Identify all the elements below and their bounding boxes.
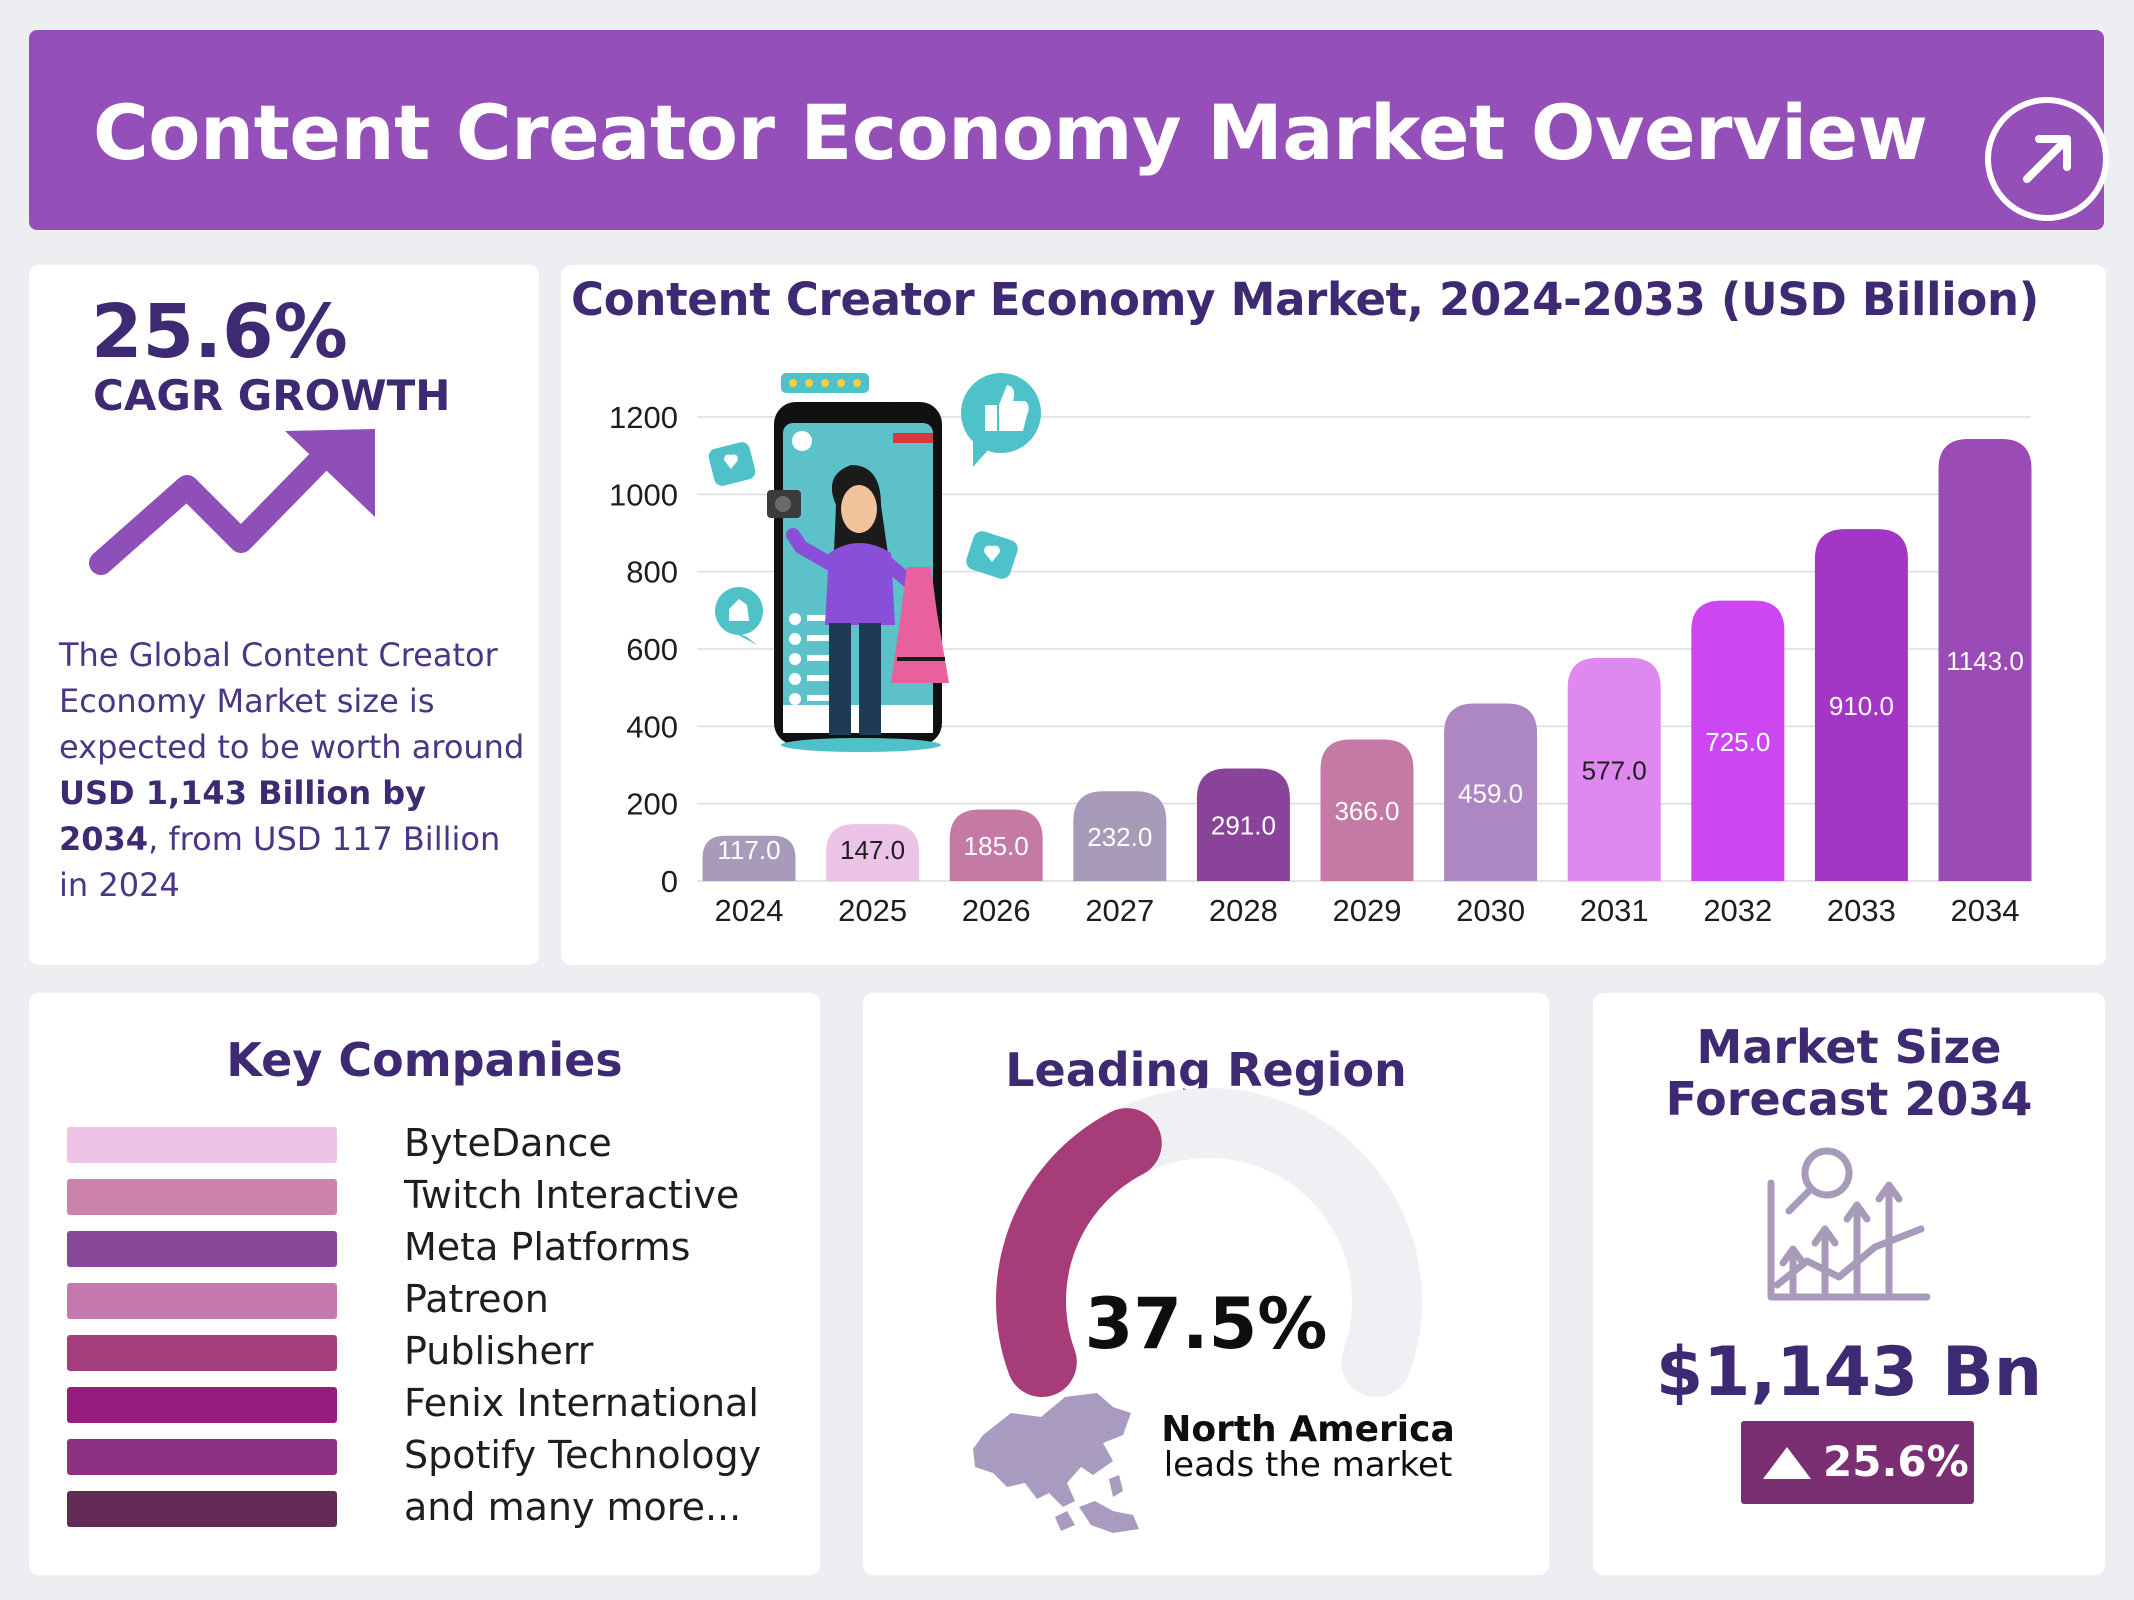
company-color-swatch [67, 1179, 337, 1215]
company-row: Fenix International [67, 1381, 767, 1433]
growth-badge-value: 25.6% [1823, 1437, 1969, 1486]
gauge-fill [996, 1108, 1162, 1398]
bar-value-label: 117.0 [717, 835, 780, 865]
bar-value-label: 725.0 [1705, 727, 1770, 757]
bar-2031 [1567, 657, 1661, 881]
company-color-swatch [67, 1335, 337, 1371]
bar-2026 [949, 809, 1043, 881]
company-name: Spotify Technology [404, 1433, 762, 1477]
company-row: and many more... [67, 1485, 767, 1537]
forecast-value: $1,143 Bn [1655, 1333, 2043, 1412]
x-tick-label: 2031 [1580, 893, 1649, 928]
leading-region-card: Leading Region 37.5% North America leads… [863, 993, 1549, 1575]
cagr-label: CAGR GROWTH [93, 371, 451, 420]
bar-2027 [1073, 791, 1167, 881]
company-row: Spotify Technology [67, 1433, 767, 1485]
bar-value-label: 291.0 [1211, 811, 1276, 841]
header-banner: Content Creator Economy Market Overview [29, 30, 2109, 230]
company-color-swatch [67, 1387, 337, 1423]
company-color-swatch [67, 1439, 337, 1475]
growth-badge: 25.6% [1741, 1421, 1974, 1504]
region-name: North America [1161, 1409, 1455, 1450]
y-tick-label: 800 [626, 555, 678, 590]
company-row: Patreon [67, 1277, 767, 1329]
key-companies-title: Key Companies [226, 1033, 623, 1087]
company-name: Fenix International [404, 1381, 759, 1425]
x-tick-label: 2029 [1333, 893, 1402, 928]
bar-value-label: 185.0 [964, 831, 1029, 861]
bar-value-label: 1143.0 [1946, 646, 2024, 676]
chart-title: Content Creator Economy Market, 2024-203… [571, 273, 2040, 326]
company-color-swatch [67, 1283, 337, 1319]
x-tick-label: 2026 [962, 893, 1031, 928]
cagr-card: 25.6% CAGR GROWTH The Global Content Cre… [29, 265, 539, 965]
bar-value-label: 577.0 [1582, 755, 1647, 785]
y-tick-label: 0 [661, 864, 678, 899]
y-tick-label: 200 [626, 787, 678, 822]
x-tick-label: 2024 [715, 893, 784, 928]
growth-chart-magnifier-icon [1767, 1147, 1931, 1301]
bar-chart: 0 200 400 600 800 1000 1200 117.0 2024 147.0 2025 1… [609, 373, 2032, 928]
y-tick-label: 1200 [609, 400, 678, 435]
bar-2029 [1320, 739, 1414, 881]
company-row: ByteDance [67, 1121, 767, 1173]
company-name: Twitch Interactive [404, 1173, 740, 1217]
x-tick-label: 2034 [1951, 893, 2020, 928]
bar-2025 [826, 824, 920, 881]
cagr-desc-text: The Global Content Creator Economy Marke… [59, 636, 525, 766]
y-tick-label: 400 [626, 709, 678, 744]
bar-2034 [1938, 439, 2032, 881]
trend-up-arrow-icon [89, 429, 375, 575]
cagr-desc-text-end: , from USD 117 Billion in 2024 [59, 820, 501, 904]
bar-2028 [1196, 768, 1290, 881]
company-name: Meta Platforms [404, 1225, 691, 1269]
asia-map-icon [973, 1393, 1139, 1533]
content-creator-phone-illustration [708, 373, 1041, 752]
company-color-swatch [67, 1491, 337, 1527]
company-name: ByteDance [404, 1121, 612, 1165]
bar-2030 [1444, 703, 1538, 881]
y-tick-label: 1000 [609, 477, 678, 512]
x-tick-label: 2030 [1456, 893, 1525, 928]
company-color-swatch [67, 1127, 337, 1163]
company-color-swatch [67, 1231, 337, 1267]
forecast-card: Market Size Forecast 2034 $1,143 Bn 25.6… [1593, 993, 2105, 1575]
bar-2033 [1814, 529, 1908, 881]
y-tick-label: 600 [626, 632, 678, 667]
bar-value-label: 910.0 [1829, 691, 1894, 721]
cagr-value: 25.6% [91, 289, 348, 375]
company-row: Twitch Interactive [67, 1173, 767, 1225]
x-tick-label: 2032 [1703, 893, 1772, 928]
x-tick-label: 2033 [1827, 893, 1896, 928]
bar-2024 [702, 835, 796, 881]
arrow-up-right-icon[interactable] [1985, 97, 2109, 221]
forecast-title: Market Size Forecast 2034 [1665, 1020, 2033, 1126]
cagr-description: The Global Content Creator Economy Marke… [59, 632, 529, 908]
page-title: Content Creator Economy Market Overview [93, 88, 1928, 177]
region-percent: 37.5% [1084, 1283, 1328, 1365]
company-name: Publisherr [404, 1329, 594, 1373]
x-tick-label: 2027 [1085, 893, 1154, 928]
triangle-up-icon [1763, 1447, 1811, 1479]
region-subtitle: leads the market [1163, 1445, 1453, 1485]
key-companies-card: Key Companies ByteDance Twitch Interactiv… [29, 993, 820, 1575]
bar-2032 [1691, 600, 1785, 881]
company-name: and many more... [404, 1485, 742, 1529]
company-row: Publisherr [67, 1329, 767, 1381]
company-name: Patreon [404, 1277, 549, 1321]
cagr-desc-highlight: USD 1,143 Billion by 2034 [59, 774, 427, 858]
chart-card: Content Creator Economy Market, 2024-203… [561, 265, 2106, 965]
x-tick-label: 2025 [838, 893, 907, 928]
region-gauge [996, 1088, 1422, 1398]
x-tick-label: 2028 [1209, 893, 1278, 928]
bar-value-label: 147.0 [840, 835, 905, 865]
bar-value-label: 366.0 [1334, 796, 1399, 826]
bar-value-label: 232.0 [1087, 822, 1152, 852]
company-row: Meta Platforms [67, 1225, 767, 1277]
leading-region-title: Leading Region [1005, 1043, 1407, 1097]
bar-value-label: 459.0 [1458, 778, 1523, 808]
